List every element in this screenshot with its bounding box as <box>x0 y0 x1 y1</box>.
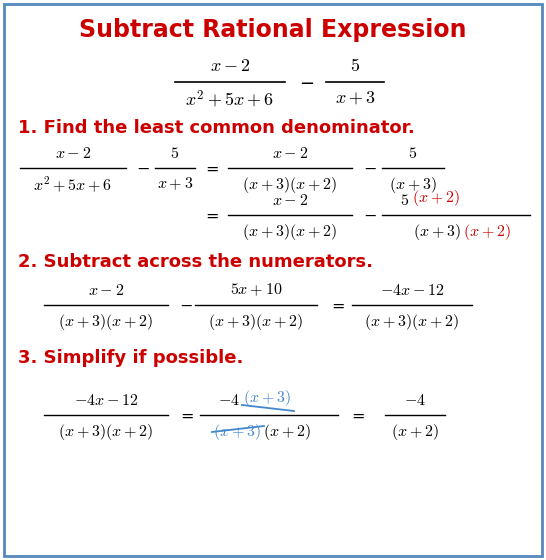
Text: 1. Find the least common denominator.: 1. Find the least common denominator. <box>18 119 415 137</box>
Text: $=$: $=$ <box>201 208 218 222</box>
Text: $(x+3)$: $(x+3)$ <box>413 222 461 242</box>
Text: $x-2$: $x-2$ <box>88 283 124 298</box>
Text: $-$: $-$ <box>179 297 193 312</box>
Text: $(x+3)$: $(x+3)$ <box>213 422 261 442</box>
Text: $(x+2)$: $(x+2)$ <box>463 222 511 242</box>
Text: $(x+3)(x+2)$: $(x+3)(x+2)$ <box>364 312 460 332</box>
Text: 3. Simplify if possible.: 3. Simplify if possible. <box>18 349 244 367</box>
Text: $5$: $5$ <box>408 146 418 161</box>
Text: $=$: $=$ <box>328 297 345 312</box>
Text: $(x+3)(x+2)$: $(x+3)(x+2)$ <box>58 312 154 332</box>
Text: $-$: $-$ <box>136 161 150 175</box>
Text: $x-2$: $x-2$ <box>272 146 308 161</box>
Text: $-$: $-$ <box>363 161 377 175</box>
Text: $x-2$: $x-2$ <box>272 193 308 208</box>
Text: $x^2+5x+6$: $x^2+5x+6$ <box>33 175 112 195</box>
FancyBboxPatch shape <box>4 4 542 556</box>
Text: 2. Subtract across the numerators.: 2. Subtract across the numerators. <box>18 253 373 271</box>
Text: $(x+2)$: $(x+2)$ <box>263 422 311 442</box>
Text: Subtract Rational Expression: Subtract Rational Expression <box>79 18 467 42</box>
Text: $=$: $=$ <box>201 161 218 175</box>
Text: $(x+2)$: $(x+2)$ <box>412 188 460 208</box>
Text: $-4x-12$: $-4x-12$ <box>379 283 444 298</box>
Text: $(x+2)$: $(x+2)$ <box>391 422 439 442</box>
Text: $x-2$: $x-2$ <box>210 57 251 75</box>
Text: $x+3$: $x+3$ <box>335 89 376 107</box>
Text: $x+3$: $x+3$ <box>157 175 193 192</box>
Text: $=$: $=$ <box>176 408 193 422</box>
Text: $(x+3)(x+2)$: $(x+3)(x+2)$ <box>208 312 304 332</box>
Text: $-4$: $-4$ <box>404 393 426 408</box>
Text: $(x+3)(x+2)$: $(x+3)(x+2)$ <box>242 222 338 242</box>
Text: $(x+3)$: $(x+3)$ <box>243 388 291 408</box>
Text: $5$: $5$ <box>170 146 180 161</box>
Text: $5x+10$: $5x+10$ <box>230 281 282 298</box>
Text: $-$: $-$ <box>363 208 377 222</box>
Text: $5$: $5$ <box>400 193 409 208</box>
Text: $(x+3)$: $(x+3)$ <box>389 175 437 195</box>
Text: $-$: $-$ <box>299 73 314 91</box>
Text: $-4$: $-4$ <box>218 393 240 408</box>
Text: $=$: $=$ <box>348 408 364 422</box>
Text: $-4x-12$: $-4x-12$ <box>74 393 138 408</box>
Text: $5$: $5$ <box>350 57 360 75</box>
Text: $(x+3)(x+2)$: $(x+3)(x+2)$ <box>58 422 154 442</box>
Text: $x^2+5x+6$: $x^2+5x+6$ <box>186 89 275 110</box>
Text: $x-2$: $x-2$ <box>55 146 91 161</box>
Text: $(x+3)(x+2)$: $(x+3)(x+2)$ <box>242 175 338 195</box>
